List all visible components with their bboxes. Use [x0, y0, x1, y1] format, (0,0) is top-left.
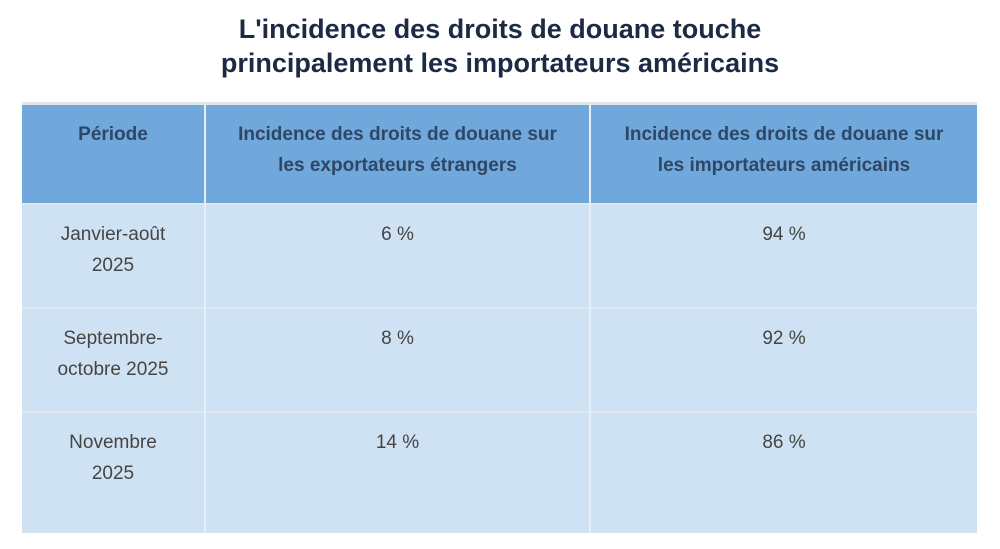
period-cell: Novembre 2025 — [22, 410, 205, 533]
value-cell: 92 % — [589, 306, 977, 412]
title-line: principalement les importateurs américai… — [220, 48, 780, 78]
period-cell: Janvier-août 2025 — [22, 202, 205, 308]
table-row: Janvier-août 2025 6 % 94 % — [22, 202, 977, 308]
table-body: Janvier-août 2025 6 % 94 % Septembre-octobr… — [22, 202, 977, 533]
value-cell: 94 % — [589, 202, 977, 308]
column-header: Incidence des droits de douane sur les e… — [204, 103, 590, 204]
value-cell: 8 % — [204, 306, 590, 412]
period-cell: Septembre-octobre 2025 — [22, 306, 205, 412]
value-cell: 14 % — [204, 410, 590, 533]
tariff-table: Période Incidence des droits de douane su… — [22, 102, 977, 533]
column-header: Période — [22, 103, 205, 204]
value-cell: 6 % — [204, 202, 590, 308]
title: L'incidence des droits de douane touche p… — [0, 12, 1000, 80]
table-row: Novembre 2025 14 % 86 % — [22, 410, 977, 533]
column-header: Incidence des droits de douane sur les i… — [589, 103, 977, 204]
title-line: L'incidence des droits de douane touche — [238, 14, 762, 44]
value-cell: 86 % — [589, 410, 977, 533]
header-row: Période Incidence des droits de douane su… — [22, 103, 977, 204]
table-row: Septembre-octobre 2025 8 % 92 % — [22, 306, 977, 412]
